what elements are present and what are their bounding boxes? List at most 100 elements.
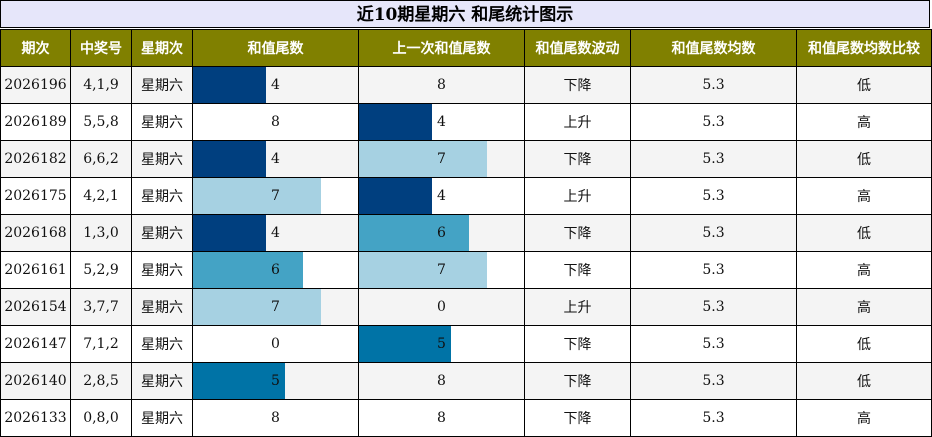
cell-issue: 2026147 bbox=[0, 325, 71, 363]
cell-compare: 高 bbox=[796, 251, 932, 289]
cell-weekday: 星期六 bbox=[131, 399, 193, 437]
cell-prev-tail: 8 bbox=[358, 399, 525, 437]
cell-numbers: 3,7,7 bbox=[70, 288, 132, 326]
cell-prev-tail-bar bbox=[359, 215, 469, 251]
cell-compare: 低 bbox=[796, 66, 932, 104]
table-row: 2026182 6,6,2 星期六 4 7 下降 5.3 低 bbox=[0, 140, 932, 178]
cell-tail-bar bbox=[194, 105, 340, 140]
cell-compare: 低 bbox=[796, 362, 932, 400]
table-row: 2026196 4,1,9 星期六 4 8 下降 5.3 低 bbox=[0, 66, 932, 104]
header-trend: 和值尾数波动 bbox=[524, 29, 631, 67]
cell-trend: 下降 bbox=[524, 362, 631, 400]
cell-prev-tail-bar bbox=[360, 364, 506, 399]
cell-numbers: 5,2,9 bbox=[70, 251, 132, 289]
cell-average: 5.3 bbox=[630, 288, 797, 326]
cell-numbers: 0,8,0 bbox=[70, 399, 132, 437]
header-average: 和值尾数均数 bbox=[630, 29, 797, 67]
cell-tail-bar bbox=[193, 178, 322, 214]
header-numbers: 中奖号 bbox=[70, 29, 132, 67]
cell-average: 5.3 bbox=[630, 251, 797, 289]
cell-tail-bar bbox=[194, 401, 340, 436]
cell-tail-bar bbox=[193, 363, 285, 399]
cell-prev-tail: 8 bbox=[358, 362, 525, 400]
cell-numbers: 2,8,5 bbox=[70, 362, 132, 400]
cell-issue: 2026140 bbox=[0, 362, 71, 400]
cell-trend: 下降 bbox=[524, 214, 631, 252]
cell-compare: 低 bbox=[796, 140, 932, 178]
cell-compare: 低 bbox=[796, 325, 932, 363]
cell-compare: 高 bbox=[796, 399, 932, 437]
cell-tail-bar bbox=[193, 252, 303, 288]
cell-tail: 8 bbox=[192, 103, 359, 141]
cell-prev-tail-value: 8 bbox=[437, 77, 446, 93]
cell-weekday: 星期六 bbox=[131, 66, 193, 104]
cell-prev-tail-bar bbox=[360, 68, 506, 103]
cell-trend: 上升 bbox=[524, 103, 631, 141]
table-row: 2026140 2,8,5 星期六 5 8 下降 5.3 低 bbox=[0, 362, 932, 400]
cell-compare: 高 bbox=[796, 177, 932, 215]
cell-tail: 8 bbox=[192, 399, 359, 437]
cell-prev-tail-bar bbox=[359, 104, 433, 140]
cell-tail-value: 5 bbox=[271, 373, 280, 389]
cell-average: 5.3 bbox=[630, 103, 797, 141]
cell-issue: 2026168 bbox=[0, 214, 71, 252]
cell-tail-value: 4 bbox=[271, 77, 280, 93]
cell-tail-bar bbox=[193, 215, 267, 251]
cell-trend: 上升 bbox=[524, 177, 631, 215]
cell-prev-tail-value: 4 bbox=[437, 114, 446, 130]
cell-tail: 6 bbox=[192, 251, 359, 289]
table-row: 2026168 1,3,0 星期六 4 6 下降 5.3 低 bbox=[0, 214, 932, 252]
cell-average: 5.3 bbox=[630, 214, 797, 252]
cell-trend: 上升 bbox=[524, 288, 631, 326]
cell-tail: 7 bbox=[192, 288, 359, 326]
cell-prev-tail: 7 bbox=[358, 251, 525, 289]
cell-issue: 2026182 bbox=[0, 140, 71, 178]
cell-tail: 7 bbox=[192, 177, 359, 215]
cell-issue: 2026154 bbox=[0, 288, 71, 326]
header-issue: 期次 bbox=[0, 29, 71, 67]
cell-numbers: 4,1,9 bbox=[70, 66, 132, 104]
cell-weekday: 星期六 bbox=[131, 103, 193, 141]
cell-average: 5.3 bbox=[630, 399, 797, 437]
cell-trend: 下降 bbox=[524, 399, 631, 437]
cell-prev-tail: 4 bbox=[358, 177, 525, 215]
cell-tail-value: 0 bbox=[271, 336, 280, 352]
table-row: 2026161 5,2,9 星期六 6 7 下降 5.3 高 bbox=[0, 251, 932, 289]
cell-tail-value: 8 bbox=[271, 114, 280, 130]
cell-prev-tail: 4 bbox=[358, 103, 525, 141]
table-row: 2026189 5,5,8 星期六 8 4 上升 5.3 高 bbox=[0, 103, 932, 141]
header-weekday: 星期次 bbox=[131, 29, 193, 67]
header-prev-tail: 上一次和值尾数 bbox=[358, 29, 525, 67]
cell-weekday: 星期六 bbox=[131, 325, 193, 363]
cell-weekday: 星期六 bbox=[131, 177, 193, 215]
cell-tail: 4 bbox=[192, 140, 359, 178]
cell-compare: 高 bbox=[796, 103, 932, 141]
cell-numbers: 1,3,0 bbox=[70, 214, 132, 252]
cell-average: 5.3 bbox=[630, 140, 797, 178]
cell-weekday: 星期六 bbox=[131, 362, 193, 400]
cell-average: 5.3 bbox=[630, 66, 797, 104]
cell-issue: 2026133 bbox=[0, 399, 71, 437]
cell-prev-tail: 7 bbox=[358, 140, 525, 178]
cell-trend: 下降 bbox=[524, 325, 631, 363]
stats-table: 期次 中奖号 星期次 和值尾数 上一次和值尾数 和值尾数波动 和值尾数均数 和值… bbox=[0, 29, 932, 437]
cell-tail-bar bbox=[193, 289, 322, 325]
cell-tail-value: 6 bbox=[271, 262, 280, 278]
cell-prev-tail-value: 0 bbox=[437, 299, 446, 315]
cell-tail: 5 bbox=[192, 362, 359, 400]
cell-weekday: 星期六 bbox=[131, 140, 193, 178]
cell-prev-tail-value: 8 bbox=[437, 373, 446, 389]
cell-trend: 下降 bbox=[524, 140, 631, 178]
cell-prev-tail-bar bbox=[359, 178, 433, 214]
page-title: 近10期星期六 和尾统计图示 bbox=[0, 0, 930, 28]
cell-prev-tail: 0 bbox=[358, 288, 525, 326]
cell-numbers: 6,6,2 bbox=[70, 140, 132, 178]
cell-prev-tail-value: 7 bbox=[437, 151, 446, 167]
cell-average: 5.3 bbox=[630, 177, 797, 215]
table-body: 2026196 4,1,9 星期六 4 8 下降 5.3 低 2026189 5,5,8 星期六 8 4… bbox=[0, 66, 932, 437]
cell-numbers: 4,2,1 bbox=[70, 177, 132, 215]
cell-prev-tail-value: 5 bbox=[437, 336, 446, 352]
cell-trend: 下降 bbox=[524, 251, 631, 289]
table-row: 2026133 0,8,0 星期六 8 8 下降 5.3 高 bbox=[0, 399, 932, 437]
